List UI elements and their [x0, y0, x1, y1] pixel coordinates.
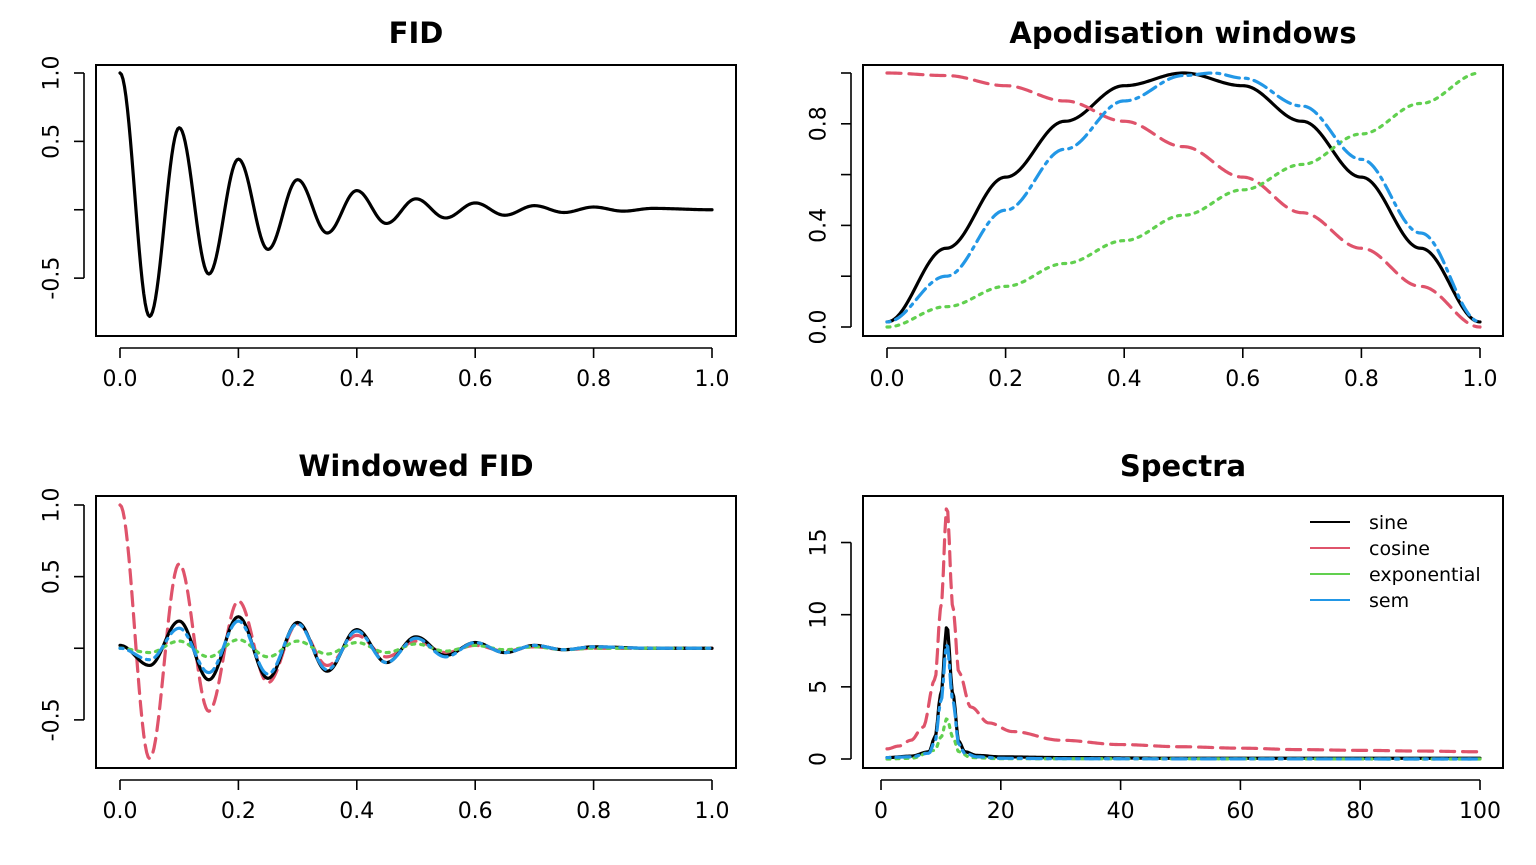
legend-label: sine — [1369, 512, 1408, 534]
series-line-sem — [885, 643, 1482, 761]
panel-fid: FID 0.0 0.2 0.4 0.6 0.8 1.0 -0.5 0.5 1.0 — [40, 16, 737, 392]
x-tick-label: 0.8 — [1344, 367, 1379, 392]
x-tick-label: 100 — [1459, 799, 1501, 824]
x-axis: 0.0 0.2 0.4 0.6 0.8 1.0 — [870, 347, 1498, 392]
panel-windowed-fid: Windowed FID 0.0 0.2 0.4 0.6 0.8 1.0 -0.5 0.5 1… — [40, 449, 737, 824]
series-line-series-4 — [118, 619, 714, 676]
x-tick-label: 0.2 — [221, 799, 256, 824]
x-tick-label: 0.0 — [103, 799, 138, 824]
y-tick-label: 5 — [807, 680, 832, 694]
x-tick-label: 0.8 — [576, 799, 611, 824]
x-tick-label: 0.0 — [103, 367, 138, 392]
x-tick-label: 60 — [1226, 799, 1254, 824]
x-tick-label: 0.6 — [458, 367, 493, 392]
series-line-series-1 — [118, 71, 714, 319]
y-tick-label: 0.4 — [807, 208, 832, 243]
legend-label: sem — [1369, 590, 1409, 612]
x-tick-label: 0.8 — [576, 367, 611, 392]
x-tick-label: 1.0 — [695, 367, 730, 392]
series-layer — [885, 71, 1482, 329]
y-tick-label: 0.8 — [807, 106, 832, 141]
y-axis: -0.5 0.5 1.0 — [40, 488, 85, 741]
plot-frame — [95, 64, 737, 337]
y-tick-label: 1.0 — [40, 56, 65, 91]
legend-label: cosine — [1369, 538, 1430, 560]
panel-apodisation-windows: Apodisation windows 0.0 0.2 0.4 0.6 0.8 1.0 0… — [807, 16, 1504, 392]
series-line-series-4 — [885, 71, 1482, 324]
x-tick-label: 1.0 — [695, 799, 730, 824]
x-tick-label: 0 — [874, 799, 888, 824]
y-axis: 0.0 0.4 0.8 — [807, 72, 852, 345]
panel-title: Spectra — [1120, 449, 1246, 483]
series-layer — [885, 507, 1482, 761]
x-tick-label: 0.2 — [988, 367, 1023, 392]
series-layer — [118, 503, 714, 761]
x-axis: 0.0 0.2 0.4 0.6 0.8 1.0 — [103, 347, 730, 392]
x-tick-label: 0.4 — [1107, 367, 1142, 392]
panel-spectra: Spectra 0 20 40 60 80 100 0 5 10 15 sine cosine ex… — [807, 449, 1504, 824]
y-axis: -0.5 0.5 1.0 — [40, 56, 85, 300]
series-line-series-3 — [885, 71, 1482, 329]
y-tick-label: -0.5 — [40, 698, 65, 741]
series-line-series-1 — [885, 71, 1482, 324]
series-line-series-2 — [885, 71, 1482, 329]
panel-title: Apodisation windows — [1009, 16, 1356, 50]
y-tick-label: 15 — [807, 529, 832, 557]
y-tick-label: -0.5 — [40, 257, 65, 300]
series-layer — [118, 71, 714, 319]
series-line-sine — [885, 626, 1482, 760]
x-tick-label: 40 — [1107, 799, 1135, 824]
y-tick-label: 1.0 — [40, 488, 65, 523]
x-tick-label: 20 — [987, 799, 1015, 824]
panel-title: Windowed FID — [298, 449, 533, 483]
y-axis: 0 5 10 15 — [807, 529, 852, 766]
panel-title: FID — [389, 16, 444, 50]
x-tick-label: 0.4 — [339, 367, 374, 392]
legend: sine cosine exponential sem — [1310, 512, 1481, 612]
x-tick-label: 0.2 — [221, 367, 256, 392]
series-line-series-3 — [118, 638, 714, 659]
x-tick-label: 1.0 — [1463, 367, 1498, 392]
y-tick-label: 0 — [807, 752, 832, 766]
series-line-exponential — [885, 717, 1482, 761]
y-tick-label: 0.5 — [40, 124, 65, 159]
x-axis: 0 20 40 60 80 100 — [874, 779, 1501, 824]
series-line-cosine — [885, 507, 1482, 754]
y-tick-label: 0.0 — [807, 310, 832, 345]
y-tick-label: 0.5 — [40, 559, 65, 594]
y-tick-label: 10 — [807, 601, 832, 629]
x-tick-label: 80 — [1346, 799, 1374, 824]
plot-frame — [862, 495, 1504, 769]
plot-frame — [95, 495, 737, 769]
legend-label: exponential — [1369, 564, 1481, 586]
x-tick-label: 0.0 — [870, 367, 905, 392]
x-tick-label: 0.4 — [339, 799, 374, 824]
x-tick-label: 0.6 — [1225, 367, 1260, 392]
plot-frame — [862, 64, 1504, 337]
x-tick-label: 0.6 — [458, 799, 493, 824]
series-line-series-1 — [118, 503, 714, 761]
x-axis: 0.0 0.2 0.4 0.6 0.8 1.0 — [103, 779, 730, 824]
